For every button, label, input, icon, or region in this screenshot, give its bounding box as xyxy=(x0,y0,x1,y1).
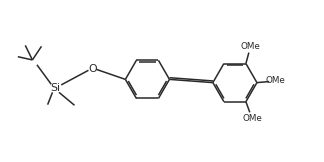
Text: Si: Si xyxy=(51,83,61,93)
Text: OMe: OMe xyxy=(266,76,285,86)
Text: OMe: OMe xyxy=(242,114,262,123)
Text: O: O xyxy=(88,64,97,74)
Text: OMe: OMe xyxy=(241,42,260,51)
